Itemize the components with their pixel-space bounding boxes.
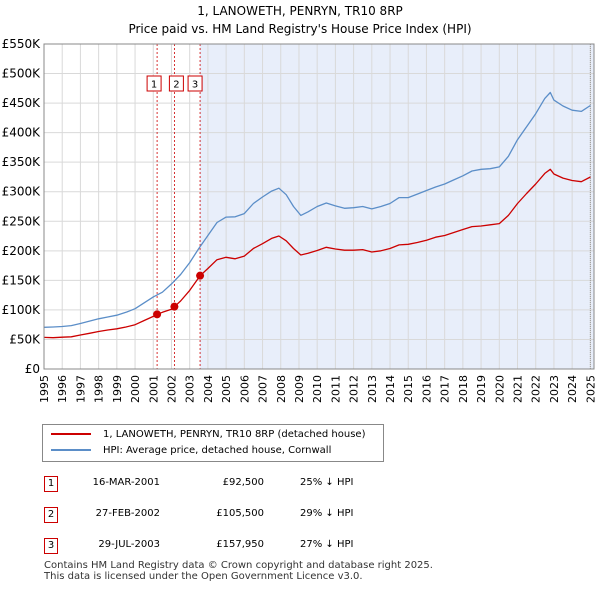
x-tick-label: 2006 xyxy=(238,375,251,403)
x-tick-label: 2009 xyxy=(293,375,306,403)
x-tick-label: 2011 xyxy=(329,375,342,403)
x-tick-label: 1998 xyxy=(93,375,106,403)
sale-label-2: 2 xyxy=(173,80,179,91)
price-chart: 1 2 3 £0 £50K £100K £150K £200K £250K £300K £350K £… xyxy=(2,37,598,403)
sale-label-3: 3 xyxy=(192,80,198,91)
x-tick-label: 1995 xyxy=(38,375,51,403)
x-tick-label: 2005 xyxy=(220,375,233,403)
transaction-hpi-diff: 25% ↓ HPI xyxy=(300,477,354,488)
footer-attribution: Contains HM Land Registry data © Crown c… xyxy=(44,560,433,582)
x-tick-label: 2023 xyxy=(548,375,561,403)
transaction-date: 27-FEB-2002 xyxy=(95,508,160,519)
sale-label-box xyxy=(187,75,203,92)
x-tick-label: 2019 xyxy=(475,375,488,403)
transaction-marker-3: 3 xyxy=(44,538,58,554)
x-tick-label: 2002 xyxy=(165,375,178,403)
transaction-row: 1 16-MAR-2001 £92,500 25% ↓ HPI xyxy=(0,474,600,494)
transaction-row: 3 29-JUL-2003 £157,950 27% ↓ HPI xyxy=(0,536,600,556)
chart-legend: 1, LANOWETH, PENRYN, TR10 8RP (detached … xyxy=(42,424,384,462)
chart-title-address: 1, LANOWETH, PENRYN, TR10 8RP xyxy=(197,4,403,18)
transaction-price: £157,950 xyxy=(216,539,264,550)
y-tick-label: £400K xyxy=(2,126,42,140)
legend-item-property: 1, LANOWETH, PENRYN, TR10 8RP (detached … xyxy=(51,428,366,442)
footer-licence: This data is licensed under the Open Gov… xyxy=(44,571,363,582)
transaction-hpi-diff: 27% ↓ HPI xyxy=(300,539,354,550)
post-sale-shade xyxy=(200,44,594,369)
sale-point-2 xyxy=(170,302,179,311)
transaction-marker-2: 2 xyxy=(44,507,58,523)
y-tick-label: £50K xyxy=(9,332,41,346)
transaction-price: £92,500 xyxy=(222,477,264,488)
x-tick-label: 2004 xyxy=(202,375,215,403)
x-tick-label: 2001 xyxy=(147,375,160,403)
y-tick-label: £250K xyxy=(2,214,42,228)
x-tick-label: 2024 xyxy=(566,375,579,403)
x-tick-label: 2025 xyxy=(584,375,597,403)
x-tick-label: 1997 xyxy=(74,375,87,403)
transaction-hpi-diff: 29% ↓ HPI xyxy=(300,508,354,519)
x-tick-label: 2021 xyxy=(512,375,525,403)
y-tick-label: £550K xyxy=(2,37,42,51)
x-tick-label: 2003 xyxy=(184,375,197,403)
x-tick-label: 2017 xyxy=(439,375,452,403)
sale-point-3 xyxy=(196,271,205,280)
x-tick-label: 2022 xyxy=(530,375,543,403)
y-tick-label: £300K xyxy=(2,185,42,199)
legend-label-property: 1, LANOWETH, PENRYN, TR10 8RP (detached … xyxy=(103,429,366,440)
x-tick-label: 2013 xyxy=(366,375,379,403)
x-tick-label: 2015 xyxy=(402,375,415,403)
x-tick-label: 2007 xyxy=(257,375,270,403)
series-line-hpi xyxy=(43,91,591,328)
transaction-date: 16-MAR-2001 xyxy=(92,477,160,488)
sale-label-box xyxy=(146,75,162,92)
x-tick-label: 1999 xyxy=(111,375,124,403)
x-tick-label: 2000 xyxy=(129,375,142,403)
y-tick-label: £500K xyxy=(2,67,42,81)
y-tick-label: £100K xyxy=(2,303,42,317)
x-tick-label: 2008 xyxy=(275,375,288,403)
legend-swatch-property xyxy=(51,433,91,435)
x-tick-label: 2012 xyxy=(348,375,361,403)
footer-copyright: Contains HM Land Registry data © Crown c… xyxy=(44,560,433,571)
y-tick-label: £200K xyxy=(2,244,42,258)
x-tick-label: 2014 xyxy=(384,375,397,403)
transaction-date: 29-JUL-2003 xyxy=(98,539,160,550)
y-tick-label: £0 xyxy=(25,362,40,376)
legend-swatch-hpi xyxy=(51,449,91,451)
x-tick-label: 2010 xyxy=(311,375,324,403)
transaction-row: 2 27-FEB-2002 £105,500 29% ↓ HPI xyxy=(0,505,600,525)
sale-label-box xyxy=(168,75,184,92)
x-tick-label: 2020 xyxy=(493,375,506,403)
transaction-price: £105,500 xyxy=(216,508,264,519)
x-tick-label: 2016 xyxy=(420,375,433,403)
plot-border xyxy=(43,43,595,370)
sale-label-1: 1 xyxy=(151,80,157,91)
series-line-property xyxy=(43,168,591,339)
sale-point-1 xyxy=(153,310,162,319)
x-tick-label: 2018 xyxy=(457,375,470,403)
y-tick-label: £450K xyxy=(2,96,42,110)
transaction-marker-1: 1 xyxy=(44,476,58,492)
legend-item-hpi: HPI: Average price, detached house, Corn… xyxy=(51,444,331,458)
y-tick-label: £150K xyxy=(2,273,42,287)
x-tick-label: 1996 xyxy=(56,375,69,403)
legend-label-hpi: HPI: Average price, detached house, Corn… xyxy=(103,445,332,456)
chart-title-subtitle: Price paid vs. HM Land Registry's House … xyxy=(128,22,472,36)
y-tick-label: £350K xyxy=(2,155,42,169)
